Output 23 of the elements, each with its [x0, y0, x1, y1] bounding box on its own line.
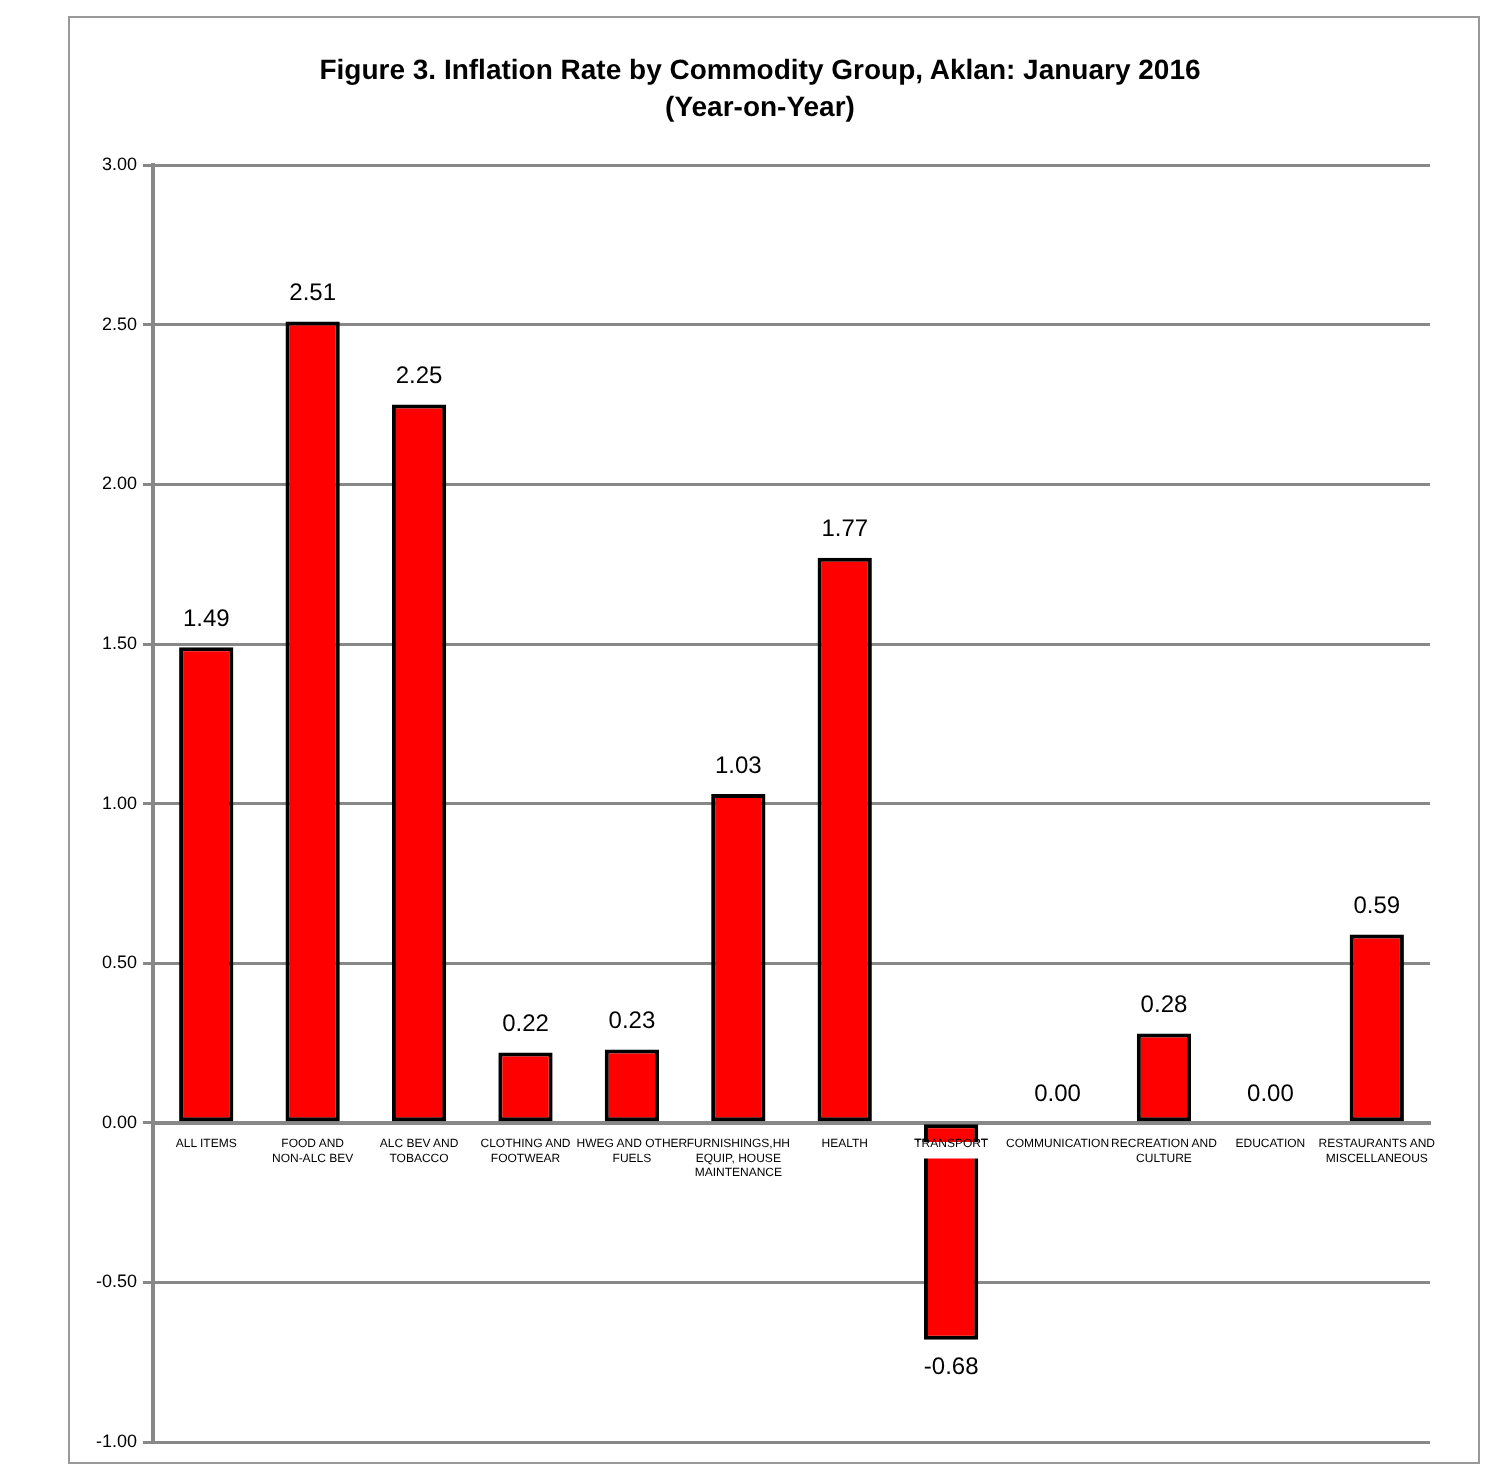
y-tick-label: -1.00: [96, 1430, 138, 1451]
y-tick-label: 3.00: [101, 154, 138, 175]
chart-title: Figure 3. Inflation Rate by Commodity Group, Aklan: January 2016: [319, 52, 1201, 85]
y-tick-label: 2.50: [101, 313, 138, 334]
data-label: 0.28: [1140, 990, 1188, 1019]
data-label: -0.68: [923, 1352, 980, 1381]
y-tick-label: 2.00: [101, 473, 138, 494]
data-label: 1.77: [821, 514, 869, 543]
chart-subtitle: (Year-on-Year): [665, 90, 855, 123]
y-tick-label: 0.50: [101, 952, 138, 973]
y-tick-label: 1.50: [101, 632, 138, 653]
data-label: 1.03: [714, 750, 763, 779]
data-label: 2.25: [395, 361, 444, 390]
data-label: 0.23: [608, 1006, 656, 1035]
data-label: 0.00: [1034, 1079, 1082, 1108]
data-label: 1.49: [182, 603, 231, 632]
data-label: 0.22: [502, 1009, 550, 1038]
y-tick-label: -0.50: [96, 1271, 138, 1292]
y-tick-label: 1.00: [101, 792, 138, 813]
data-label: 0.00: [1247, 1079, 1295, 1108]
y-tick-label: 0.00: [101, 1111, 138, 1132]
data-label: 2.51: [289, 278, 337, 307]
data-label: 0.59: [1353, 891, 1401, 920]
